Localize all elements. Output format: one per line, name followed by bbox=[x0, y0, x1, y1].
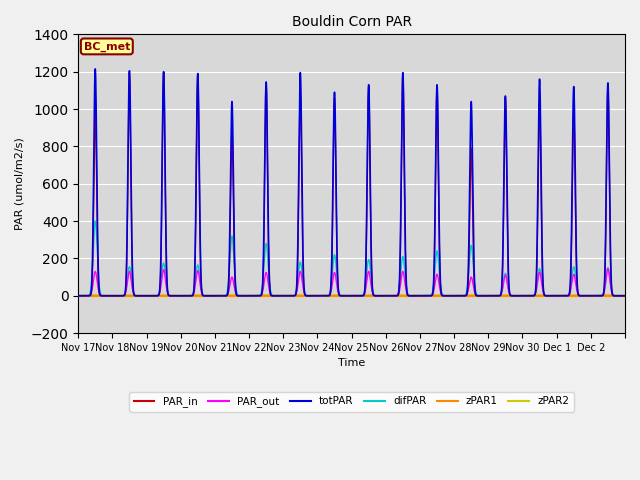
Text: BC_met: BC_met bbox=[84, 41, 130, 51]
Legend: PAR_in, PAR_out, totPAR, difPAR, zPAR1, zPAR2: PAR_in, PAR_out, totPAR, difPAR, zPAR1, … bbox=[129, 392, 573, 411]
Title: Bouldin Corn PAR: Bouldin Corn PAR bbox=[291, 15, 412, 29]
X-axis label: Time: Time bbox=[338, 359, 365, 368]
Y-axis label: PAR (umol/m2/s): PAR (umol/m2/s) bbox=[15, 137, 25, 230]
